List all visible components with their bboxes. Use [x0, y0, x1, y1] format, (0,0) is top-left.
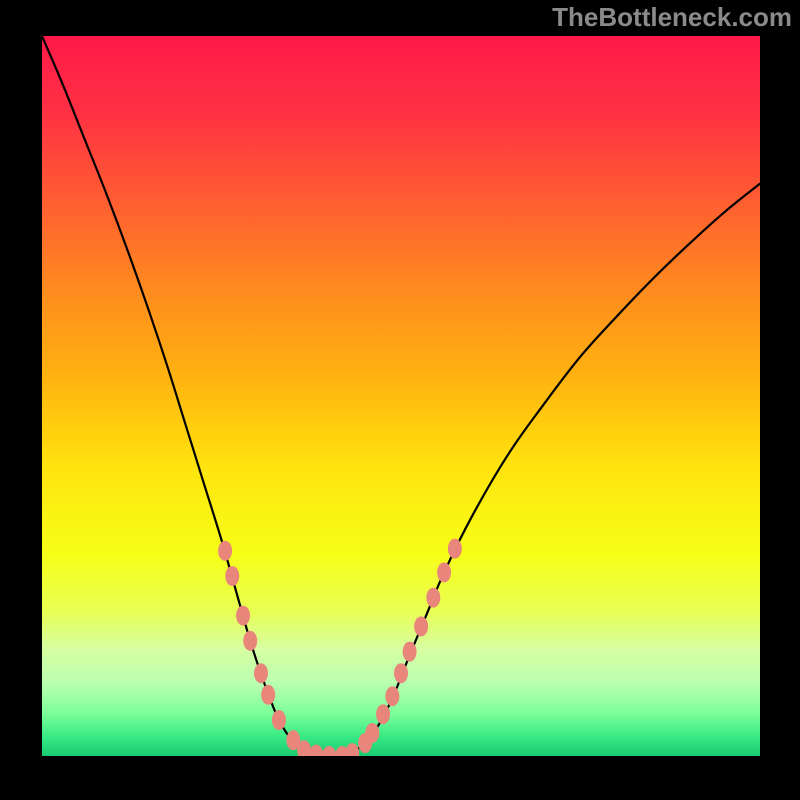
data-marker [218, 541, 232, 561]
chart-background [42, 36, 760, 756]
data-marker [394, 663, 408, 683]
data-marker [403, 642, 417, 662]
watermark-text: TheBottleneck.com [552, 2, 792, 33]
data-marker [261, 685, 275, 705]
chart-svg [42, 36, 760, 756]
data-marker [254, 663, 268, 683]
data-marker [426, 588, 440, 608]
chart-frame: TheBottleneck.com [0, 0, 800, 800]
data-marker [385, 686, 399, 706]
data-marker [365, 723, 379, 743]
data-marker [376, 704, 390, 724]
data-marker [437, 562, 451, 582]
data-marker [272, 710, 286, 730]
data-marker [414, 616, 428, 636]
data-marker [225, 566, 239, 586]
data-marker [448, 539, 462, 559]
data-marker [243, 631, 257, 651]
data-marker [236, 606, 250, 626]
plot-area [42, 36, 760, 756]
